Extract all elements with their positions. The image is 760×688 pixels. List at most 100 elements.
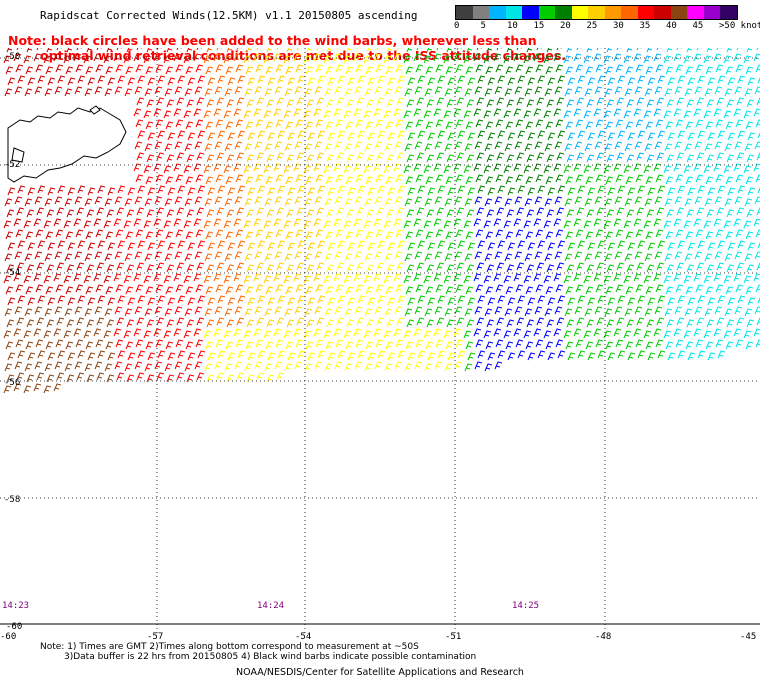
- wind-barb: [375, 229, 384, 238]
- wind-barb: [546, 48, 553, 53]
- wind-barb: [456, 152, 465, 161]
- wind-barb: [426, 48, 433, 53]
- wind-barb: [563, 275, 572, 284]
- wind-barb: [355, 284, 364, 293]
- wind-barb: [313, 108, 322, 117]
- wind-barb: [295, 284, 304, 293]
- wind-barb: [425, 66, 434, 75]
- wind-barb: [227, 352, 236, 361]
- wind-barb: [125, 231, 134, 240]
- wind-barb: [433, 273, 442, 282]
- wind-barb: [285, 341, 294, 350]
- wind-barb: [395, 284, 404, 293]
- wind-barb: [423, 55, 432, 64]
- wind-barb: [66, 209, 75, 218]
- wind-barb: [354, 361, 363, 370]
- wind-barb: [627, 352, 636, 361]
- wind-barb: [177, 130, 186, 139]
- wind-barb: [535, 229, 544, 238]
- wind-barb: [683, 110, 692, 119]
- wind-barb: [714, 251, 723, 260]
- wind-barb: [374, 141, 383, 150]
- wind-barb: [633, 53, 642, 62]
- wind-barb: [157, 130, 166, 139]
- wind-barb: [633, 108, 642, 117]
- wind-barb: [386, 209, 395, 218]
- wind-barb: [434, 361, 443, 370]
- wind-barb: [257, 130, 266, 139]
- wind-barb: [296, 207, 305, 216]
- wind-barb: [695, 119, 704, 128]
- wind-barb: [253, 328, 262, 337]
- wind-barb: [4, 363, 13, 372]
- wind-barb: [697, 295, 706, 304]
- wind-barb: [217, 240, 226, 249]
- wind-barb: [646, 154, 655, 163]
- wind-barb: [575, 229, 584, 238]
- wind-barb: [497, 130, 506, 139]
- wind-barb: [144, 363, 153, 372]
- wind-barb: [87, 297, 96, 306]
- wind-barb: [617, 295, 626, 304]
- wind-barb: [54, 306, 63, 315]
- wind-barb: [146, 209, 155, 218]
- wind-barb: [516, 207, 525, 216]
- wind-barb: [106, 264, 115, 273]
- wind-barb: [496, 48, 502, 51]
- wind-barb: [167, 242, 176, 251]
- wind-barb: [56, 317, 65, 326]
- wind-barb: [177, 240, 186, 249]
- wind-barb: [363, 110, 372, 119]
- wind-barb: [444, 363, 453, 372]
- wind-barb: [507, 132, 516, 141]
- wind-barb: [733, 218, 742, 227]
- wind-barb: [716, 317, 725, 326]
- wind-barb: [353, 273, 362, 282]
- wind-barb: [213, 273, 222, 282]
- wind-barb: [174, 196, 183, 205]
- wind-barb: [255, 229, 264, 238]
- wind-barb: [534, 141, 543, 150]
- wind-barb: [133, 218, 142, 227]
- wind-barb: [526, 99, 535, 108]
- wind-barb: [755, 174, 760, 183]
- wind-barb: [674, 196, 683, 205]
- wind-barb: [753, 328, 760, 337]
- wind-barb: [453, 108, 462, 117]
- wind-barb: [344, 88, 353, 97]
- wind-barb: [264, 253, 273, 262]
- wind-barb: [44, 88, 53, 97]
- wind-barbs-layer: [3, 48, 760, 394]
- wind-barb: [297, 240, 306, 249]
- wind-barb: [743, 220, 752, 229]
- wind-barb: [555, 64, 564, 73]
- wind-barb: [277, 350, 286, 359]
- wind-barb: [455, 174, 464, 183]
- wind-barb: [346, 48, 353, 53]
- wind-barb: [206, 99, 215, 108]
- wind-barb: [436, 48, 442, 51]
- legend-label: 15: [533, 21, 545, 31]
- legend-swatch: [621, 6, 638, 19]
- wind-barb: [533, 273, 542, 282]
- wind-barb: [156, 48, 162, 51]
- longitude-label: -60: [0, 632, 17, 642]
- wind-barb: [366, 99, 375, 108]
- wind-barb: [447, 242, 456, 251]
- wind-barb: [225, 286, 234, 295]
- wind-barb: [85, 231, 94, 240]
- wind-barb: [214, 306, 223, 315]
- wind-barb: [416, 97, 425, 106]
- wind-barb: [64, 253, 73, 262]
- wind-barb: [736, 48, 742, 51]
- wind-barb: [564, 88, 573, 97]
- wind-barb: [307, 297, 316, 306]
- wind-barb: [507, 187, 516, 196]
- wind-barb: [716, 152, 725, 161]
- wind-barb: [85, 286, 94, 295]
- wind-barb: [184, 143, 193, 152]
- wind-barb: [274, 251, 283, 260]
- wind-barb: [293, 218, 302, 227]
- wind-barb: [115, 284, 124, 293]
- wind-barb: [595, 339, 604, 348]
